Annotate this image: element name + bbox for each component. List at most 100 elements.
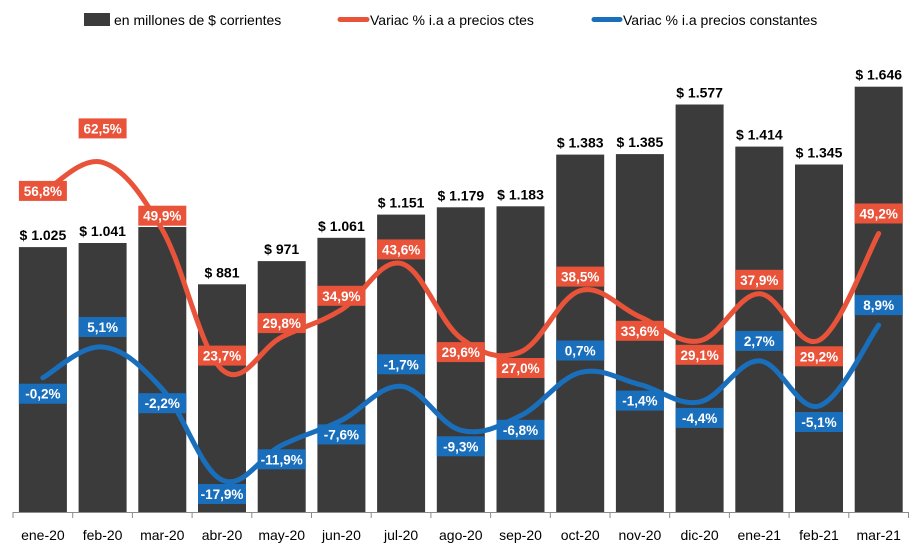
x-tick-label: feb-21 [799, 527, 839, 543]
red-data-label: 23,7% [203, 349, 241, 364]
bar-value-label: $ 1.577 [676, 85, 723, 101]
blue-data-label-box [18, 383, 67, 404]
red-data-label: 29,8% [263, 316, 301, 331]
x-tick-label: ene-20 [21, 527, 65, 543]
x-tick-label: jul-20 [383, 527, 418, 543]
red-data-label: 34,9% [322, 289, 360, 304]
red-data-label-box [795, 346, 843, 367]
legend-label-blue: Variac % i.a precios constantes [623, 12, 817, 28]
x-tick-label: mar-20 [140, 527, 185, 543]
x-tick-label: jun-20 [321, 527, 361, 543]
legend-swatch-bar [84, 13, 110, 26]
x-axis: ene-20 feb-20 mar-20 abr-20 may-20 jun-20 jul-… [12, 512, 909, 543]
x-tick-label: mar-21 [857, 527, 902, 543]
red-data-label: 49,2% [860, 207, 898, 222]
blue-data-label: 8,9% [863, 298, 894, 313]
x-tick-label: oct-20 [561, 527, 600, 543]
bar-value-label: $ 1.061 [318, 218, 365, 234]
x-tick-label: nov-20 [618, 527, 661, 543]
red-data-label: 43,6% [382, 242, 420, 257]
bar-value-label: $ 1.646 [855, 67, 902, 83]
red-data-label: 56,8% [24, 184, 62, 199]
red-data-label-box [615, 320, 664, 341]
x-tick-label: abr-20 [202, 527, 243, 543]
red-data-label-box [436, 342, 485, 363]
bar-value-label: $ 971 [264, 241, 299, 257]
red-data-label: 29,6% [442, 345, 480, 360]
blue-data-label: -2,2% [145, 396, 180, 411]
bar [675, 104, 724, 512]
bar-value-label: $ 1.385 [617, 134, 664, 150]
red-data-label-box [854, 203, 903, 224]
blue-data-label-box [198, 484, 246, 504]
blue-data-label-box [675, 407, 724, 428]
red-data-label-box [198, 345, 246, 366]
blue-data-label: -11,9% [261, 452, 303, 467]
blue-data-label-box [496, 419, 545, 440]
red-data-label-box [138, 205, 187, 226]
blue-data-label: -1,7% [383, 357, 418, 372]
blue-data-label: -1,4% [622, 394, 657, 409]
bar-value-label: $ 1.414 [736, 127, 783, 143]
bar-value-label: $ 881 [204, 264, 239, 280]
red-data-label: 27,0% [501, 361, 539, 376]
bar [556, 154, 605, 512]
blue-data-label-box [257, 449, 306, 470]
blue-data-label: -9,3% [443, 439, 478, 454]
blue-data-label: -4,4% [682, 411, 717, 426]
blue-data-label-box [377, 354, 426, 375]
red-data-label-box [18, 180, 67, 201]
red-data-label-box [556, 266, 605, 287]
red-data-label-box [317, 285, 366, 306]
bar-value-label: $ 1.345 [796, 145, 843, 161]
x-tick-label: ene-21 [738, 527, 782, 543]
x-tick-label: ago-20 [439, 527, 483, 543]
chart-legend: en millones de $ corrientes Variac % i.a … [84, 12, 817, 28]
red-data-label: 29,2% [800, 349, 838, 364]
bar [78, 243, 127, 512]
blue-data-label: 2,7% [744, 334, 775, 349]
red-data-label: 29,1% [680, 348, 718, 363]
blue-data-label: -0,2% [25, 387, 60, 402]
line-series: 56,8% 62,5% 49,9% 23,7% 29,8% 34,9% 43,6% 29,6%… [18, 118, 903, 504]
blue-data-label-box [795, 412, 843, 432]
red-data-label: 33,6% [621, 324, 659, 339]
blue-data-label: 0,7% [565, 344, 596, 359]
blue-data-label: -7,6% [324, 427, 359, 442]
red-series-line [40, 159, 882, 378]
blue-data-label-box [317, 424, 366, 445]
blue-series-line [40, 322, 882, 485]
red-data-label-box [675, 344, 724, 365]
bar-value-label: $ 1.041 [79, 223, 126, 239]
red-data-label-box [257, 313, 306, 334]
x-tick-label: dic-20 [681, 527, 719, 543]
red-data-label: 62,5% [83, 121, 121, 136]
blue-data-label: -5,1% [801, 415, 836, 430]
bar [257, 261, 306, 512]
bar-series: $ 1.025$ 1.041$ 1.103$ 881$ 971$ 1.061$ … [18, 67, 903, 513]
bar-value-label: $ 1.025 [20, 227, 67, 243]
red-data-label: 49,9% [143, 209, 181, 224]
blue-data-label-box [735, 330, 784, 351]
red-data-label-box [496, 358, 545, 378]
bar-value-label: $ 1.179 [437, 187, 484, 203]
red-data-label-box [377, 239, 426, 260]
bar-value-label: $ 1.183 [497, 186, 544, 202]
x-tick-label: may-20 [258, 527, 305, 543]
blue-data-label-box [615, 390, 664, 411]
legend-label-bar: en millones de $ corrientes [114, 12, 281, 28]
blue-data-label-box [138, 393, 187, 414]
blue-data-label-box [78, 317, 127, 337]
blue-data-label-box [556, 340, 605, 361]
blue-data-label: -17,9% [201, 487, 244, 502]
blue-data-label-box [436, 436, 485, 457]
red-data-label: 38,5% [561, 270, 599, 285]
bar [317, 237, 366, 513]
bar-value-label: $ 1.151 [378, 195, 425, 211]
blue-data-label: -6,8% [503, 423, 538, 438]
bar [198, 284, 246, 512]
x-tick-label: sep-20 [499, 527, 542, 543]
blue-data-label: 5,1% [87, 320, 118, 335]
red-data-label-box [735, 269, 784, 290]
